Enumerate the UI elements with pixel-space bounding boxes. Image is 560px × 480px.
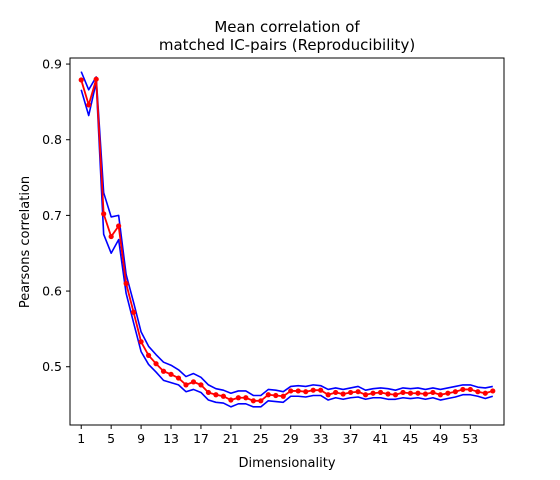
series-line-mean (80, 78, 494, 402)
x-tick-label: 29 (283, 431, 299, 446)
data-point (168, 371, 174, 377)
data-point (430, 389, 436, 396)
y-tick-label: 0.9 (42, 57, 62, 72)
data-point (131, 309, 137, 315)
data-point (220, 393, 226, 399)
data-point (295, 388, 301, 394)
data-point (318, 387, 324, 393)
data-point (445, 390, 451, 396)
data-point (385, 391, 391, 397)
x-tick-label: 1 (77, 431, 85, 446)
data-point (93, 76, 99, 82)
x-tick-label: 41 (373, 431, 389, 446)
data-point (280, 393, 286, 399)
data-point (452, 389, 458, 395)
data-point (123, 280, 129, 287)
y-tick-label: 0.6 (42, 284, 62, 299)
x-tick-label: 5 (107, 431, 115, 446)
data-point (490, 388, 496, 394)
data-point (250, 398, 256, 404)
chart-title-line-1: Mean correlation of (214, 18, 360, 36)
y-axis: 0.5 0.6 0.7 0.8 0.9 (42, 57, 70, 374)
data-point (86, 102, 92, 108)
data-point (273, 392, 279, 399)
data-point (482, 390, 488, 396)
y-tick-label: 0.7 (42, 208, 62, 223)
data-point (145, 352, 152, 358)
x-tick-label: 53 (462, 431, 478, 446)
data-point (355, 389, 361, 395)
data-point (310, 387, 316, 393)
data-point (370, 390, 376, 396)
data-point (288, 388, 294, 394)
data-point (153, 361, 159, 367)
data-point (303, 389, 309, 395)
data-point (415, 390, 421, 396)
x-tick-label: 37 (343, 431, 359, 446)
data-point (437, 392, 443, 398)
x-axis: 1 5 9 13 17 21 25 29 33 37 41 45 49 53 (77, 425, 478, 446)
y-tick-label: 0.5 (42, 359, 62, 374)
data-point (78, 77, 84, 83)
data-point (138, 339, 144, 345)
series-line-upper (80, 71, 493, 397)
x-tick-label: 45 (403, 431, 419, 446)
data-point (265, 392, 271, 398)
data-point (228, 397, 234, 403)
data-point (377, 389, 384, 396)
data-point (198, 382, 204, 388)
data-point (175, 375, 182, 381)
data-point (108, 233, 114, 240)
x-tick-label: 17 (193, 431, 209, 446)
x-tick-label: 21 (223, 431, 239, 446)
data-point (190, 379, 197, 385)
data-point (460, 386, 466, 393)
x-tick-label: 33 (313, 431, 329, 446)
data-point (205, 389, 212, 396)
data-point (348, 389, 354, 396)
x-tick-label: 9 (137, 431, 145, 446)
data-point (467, 386, 473, 393)
data-point (116, 223, 122, 229)
data-point (407, 390, 414, 396)
data-point (362, 392, 369, 398)
data-point (475, 389, 481, 395)
data-point (160, 368, 167, 374)
data-point (333, 389, 339, 396)
data-point (258, 398, 264, 404)
x-tick-label: 49 (432, 431, 448, 446)
data-point (243, 395, 249, 401)
y-axis-label: Pearsons correlation (18, 176, 33, 308)
chart-title-line-2: matched IC-pairs (Reproducibility) (159, 36, 415, 54)
data-point (340, 391, 346, 397)
x-tick-label: 13 (163, 431, 179, 446)
data-point (422, 391, 429, 397)
data-point (392, 392, 399, 398)
x-axis-label: Dimensionality (238, 456, 335, 471)
data-point (325, 392, 331, 398)
data-point (183, 382, 189, 388)
x-tick-label: 25 (253, 431, 269, 446)
plot-frame (69, 57, 505, 426)
data-point (213, 392, 219, 398)
data-point (235, 395, 241, 401)
data-point (101, 211, 107, 217)
y-tick-label: 0.8 (42, 132, 62, 147)
plot-area (78, 71, 496, 408)
data-point (400, 389, 406, 396)
series-line-lower (80, 81, 494, 408)
